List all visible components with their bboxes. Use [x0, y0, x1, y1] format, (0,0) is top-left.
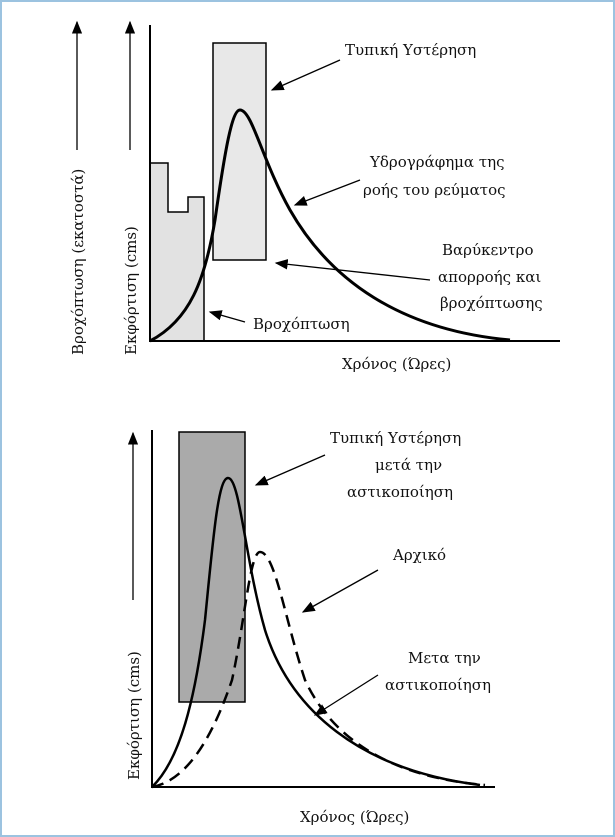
annotation: Τυπική Υστέρηση: [330, 429, 461, 447]
annotation: Μετα την: [408, 649, 481, 667]
annotation: βροχόπτωσης: [440, 294, 543, 312]
annotation: αστικοποίηση: [385, 676, 491, 694]
annotation: Υδρογράφημα της: [369, 153, 505, 171]
urban-hydrograph: [151, 476, 481, 788]
x-label: Χρόνος (Ώρες): [300, 808, 409, 826]
arrow: [293, 179, 361, 206]
hyetograph: [149, 162, 205, 342]
y-label: Εκφόρτιση (cms): [122, 226, 140, 355]
arrow: [270, 59, 341, 91]
lag-box: [212, 42, 267, 261]
arrow: [254, 454, 326, 486]
arrow: [301, 569, 379, 613]
annotation: ροής του ρεύματος: [363, 181, 506, 199]
y-label: Εκφόρτιση (cms): [125, 651, 143, 780]
annotation: Βαρύκεντρο: [442, 241, 534, 259]
annotation: Αρχικό: [392, 546, 446, 564]
hydrograph: [149, 108, 511, 343]
arrow: [208, 310, 246, 323]
annotation: Βροχόπτωση: [253, 315, 350, 333]
arrow: [313, 674, 379, 716]
arrow: [274, 259, 431, 281]
annotation: απορροής και: [438, 268, 541, 286]
annotation: Τυπική Υστέρηση: [345, 41, 476, 59]
annotation: μετά την: [375, 456, 442, 474]
y-label: Βροχόπτωση (εκατοστά): [69, 169, 87, 355]
annotation: αστικοποίηση: [347, 483, 453, 501]
x-label: Χρόνος (Ώρες): [342, 355, 451, 373]
original-hydrograph: [151, 550, 486, 789]
lag-box: [178, 431, 246, 703]
